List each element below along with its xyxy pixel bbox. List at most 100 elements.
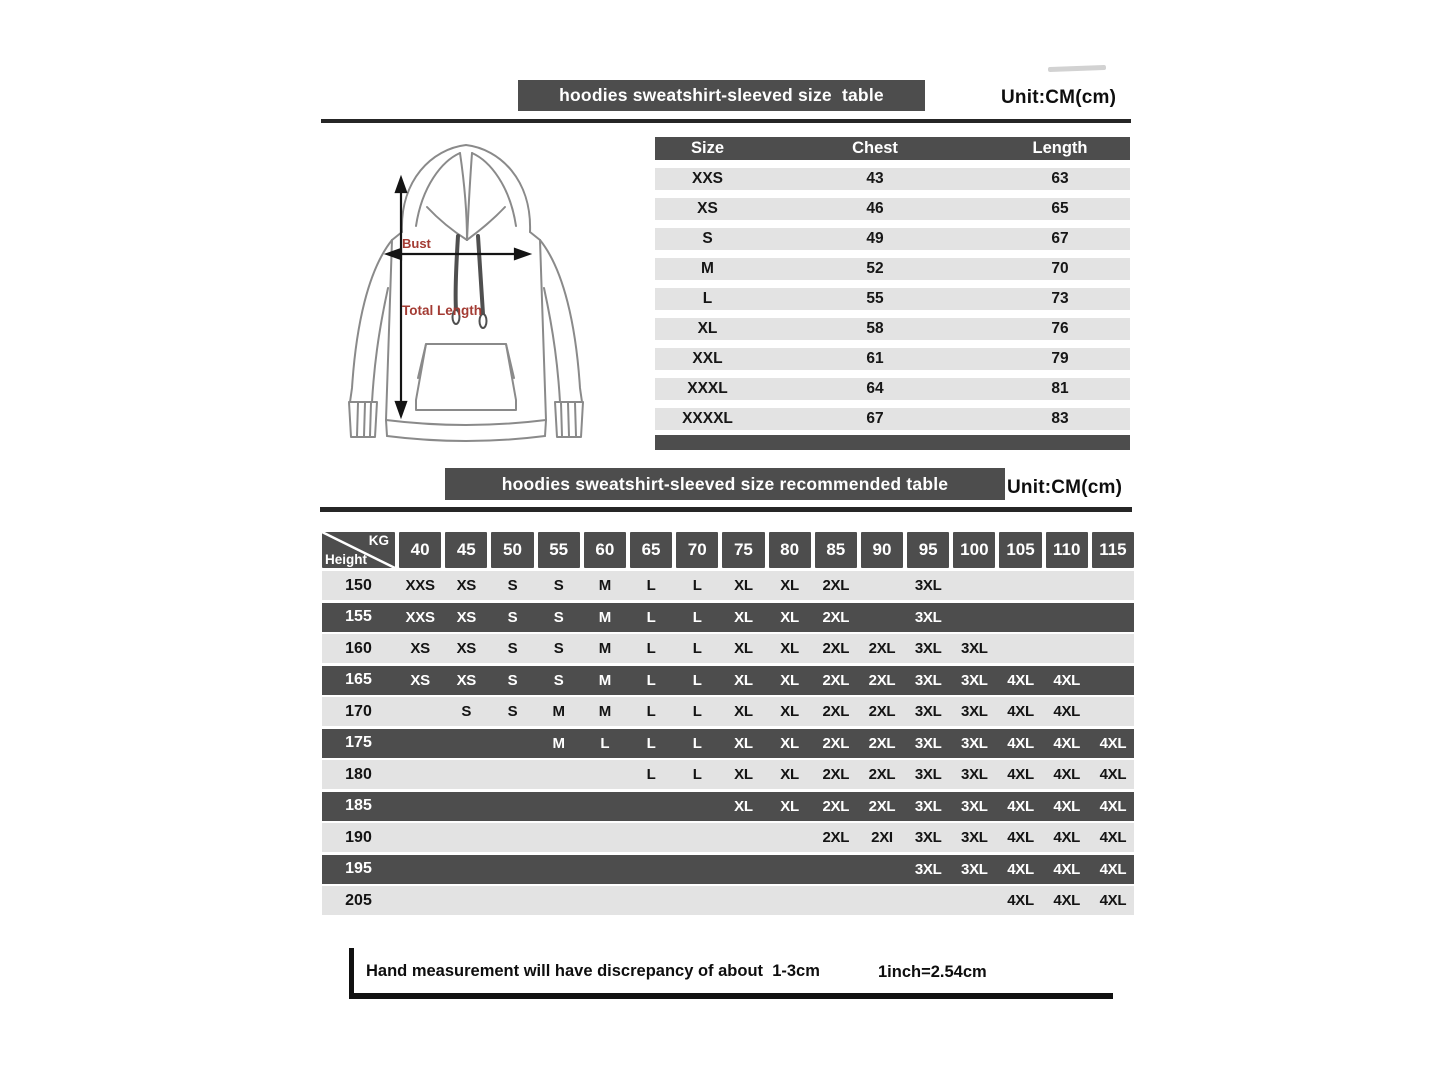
matrix-size-cell: 3XL [961, 671, 988, 689]
matrix-row: 160 XS XS S S M L L XL XL 2XL 2XL 3XL 3XL [322, 634, 1134, 663]
matrix-size-cell: L [646, 734, 656, 752]
hoodie-outline [348, 144, 584, 442]
weight-header-cell: 110 [1045, 532, 1088, 568]
chest-column-header: Chest [852, 139, 898, 157]
matrix-size-cell: XXS [405, 608, 435, 626]
weight-header-cell: 105 [999, 532, 1042, 568]
matrix-size-cell: XL [780, 734, 799, 752]
size-table-cell: 58 [866, 320, 884, 337]
size-table-cell: 43 [866, 170, 884, 187]
size-table-cell: XXXL [687, 380, 728, 397]
matrix-size-cell: 2XL [822, 734, 850, 752]
size-table-cell: 67 [1051, 230, 1069, 247]
matrix-size-cell: 4XL [1053, 860, 1081, 878]
height-row-label: 155 [345, 608, 372, 625]
footer-bottom-line [349, 993, 1113, 999]
size-table-cell: 76 [1051, 320, 1069, 337]
matrix-size-cell: 2XL [868, 703, 896, 720]
divider-line-1 [321, 119, 1131, 123]
matrix-size-cell: 3XL [914, 797, 942, 815]
weight-header-cell: 60 [583, 532, 626, 568]
matrix-size-cell: 3XL [914, 829, 942, 846]
matrix-size-cell: XS [456, 577, 477, 594]
matrix-size-cell: S [553, 671, 564, 689]
size-table-cell: S [702, 230, 713, 247]
size-table-cell: 81 [1051, 380, 1069, 397]
matrix-size-cell: 4XL [1053, 703, 1081, 720]
matrix-size-cell: 3XL [914, 577, 942, 594]
matrix-size-cell: 4XL [1007, 797, 1034, 815]
matrix-size-cell: S [507, 640, 518, 657]
matrix-size-cell: L [646, 577, 656, 594]
size-table-cell: 67 [866, 410, 884, 427]
matrix-size-cell: M [598, 671, 612, 689]
matrix-size-cell: 2XL [822, 640, 850, 657]
measurement-note: Hand measurement will have discrepancy o… [366, 962, 820, 980]
weight-header-cell: 70 [676, 532, 719, 568]
matrix-size-cell: XL [780, 608, 799, 626]
matrix-size-cell: 3XL [961, 640, 988, 657]
matrix-size-cell: L [692, 734, 702, 752]
weight-header-cell: 40 [399, 532, 442, 568]
matrix-size-cell: 4XL [1053, 734, 1081, 752]
recommended-table-title: hoodies sweatshirt-sleeved size recommen… [501, 473, 949, 494]
matrix-size-cell: S [507, 671, 518, 689]
matrix-size-cell: 2XL [822, 671, 850, 689]
matrix-size-cell: L [692, 703, 702, 720]
matrix-size-cell: 4XL [1053, 766, 1081, 783]
matrix-size-cell: XS [456, 671, 477, 689]
size-table-bottom-bar [655, 435, 1130, 450]
corner-diagonal-line [322, 532, 395, 568]
matrix-size-cell: 2XL [822, 766, 850, 783]
size-table-row: XS 46 65 [655, 198, 1130, 220]
matrix-size-cell: 3XL [961, 703, 988, 720]
matrix-size-cell: L [692, 640, 702, 657]
matrix-size-cell: M [598, 577, 612, 594]
matrix-size-cell: L [646, 703, 656, 720]
matrix-header-row: KG Height 40 45 50 55 60 65 70 75 80 85 90 95 100 105… [322, 532, 1134, 568]
matrix-row: 150 XXS XS S S M L L XL XL 2XL 3XL [322, 571, 1134, 600]
matrix-size-cell: S [507, 703, 518, 720]
size-table-cell: 52 [866, 260, 884, 277]
size-table-cell: L [702, 290, 713, 307]
matrix-size-cell: XXS [405, 577, 435, 594]
total-length-arrow [394, 174, 408, 420]
matrix-size-cell: 4XL [1007, 860, 1034, 878]
matrix-size-cell: XS [410, 671, 430, 689]
matrix-size-cell: S [507, 608, 518, 626]
matrix-size-cell: XL [780, 766, 799, 783]
weight-header-cell: 115 [1091, 532, 1134, 568]
height-row-label: 185 [345, 797, 372, 814]
matrix-size-cell: M [598, 608, 612, 626]
matrix-size-cell: XL [780, 577, 799, 594]
height-row-label: 165 [345, 671, 372, 688]
matrix-size-cell: 3XL [961, 797, 988, 815]
matrix-size-cell: XL [780, 671, 799, 689]
matrix-size-cell: 3XL [961, 734, 988, 752]
weight-header-cell: 80 [768, 532, 811, 568]
size-table-cell: 49 [866, 230, 884, 247]
matrix-size-cell: XS [410, 640, 430, 657]
size-table-row: M 52 70 [655, 258, 1130, 280]
matrix-size-cell: L [646, 766, 656, 783]
matrix-size-cell: 4XL [1053, 671, 1081, 689]
matrix-size-cell: L [646, 640, 656, 657]
bust-arrow [383, 247, 533, 261]
height-label: Height [325, 552, 367, 567]
height-row-label: 205 [345, 891, 372, 909]
matrix-size-cell: 4XL [1007, 671, 1034, 689]
size-table-cell: XXL [692, 350, 723, 367]
size-table-row: XXXL 64 81 [655, 378, 1130, 400]
matrix-row: 170 S S M M L L XL XL 2XL 2XL 3XL 3XL 4XL 4XL [322, 697, 1134, 726]
weight-header-cell: 55 [537, 532, 580, 568]
matrix-size-cell: 2XL [822, 797, 850, 815]
recommended-table-title-bar: hoodies sweatshirt-sleeved size recommen… [445, 468, 1005, 500]
matrix-size-cell: S [507, 577, 518, 594]
inch-conversion-note: 1inch=2.54cm [878, 963, 987, 981]
matrix-size-cell: 4XL [1053, 892, 1081, 909]
matrix-size-cell: 3XL [914, 766, 942, 783]
size-table-row: L 55 73 [655, 288, 1130, 310]
matrix-size-cell: 3XL [914, 640, 942, 657]
matrix-size-cell: M [552, 734, 566, 752]
matrix-row: 195 3XL 3XL 4XL 4XL 4XL [322, 854, 1134, 884]
